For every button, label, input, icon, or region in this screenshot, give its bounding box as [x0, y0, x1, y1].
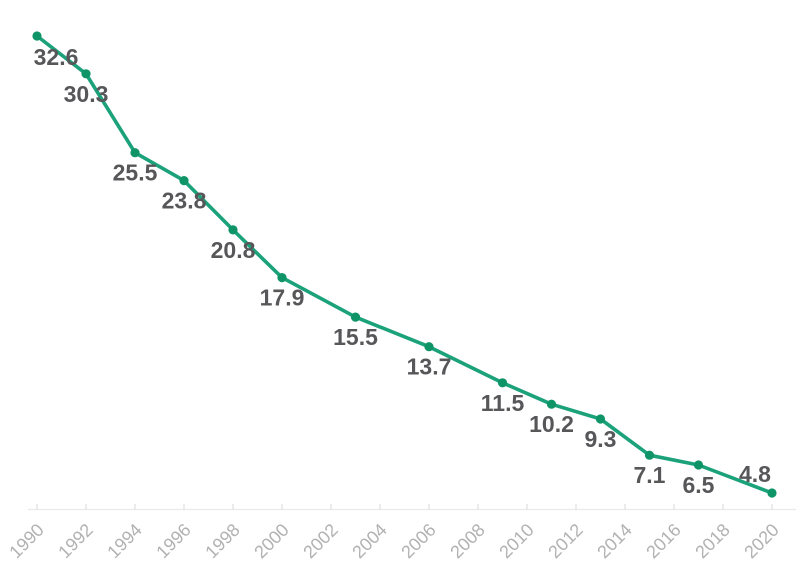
x-axis-tick-label: 2010 [495, 520, 537, 562]
x-axis-tick-label: 2002 [299, 520, 341, 562]
x-axis-tick-label: 2004 [348, 520, 390, 562]
x-axis-tick-label: 1998 [201, 520, 243, 562]
data-point-marker [424, 342, 434, 352]
x-axis-tick-label: 2016 [642, 520, 684, 562]
x-axis-tick-label: 2012 [544, 520, 586, 562]
data-point-label: 9.3 [585, 426, 617, 452]
data-point-label: 23.8 [162, 188, 207, 214]
data-point-marker [130, 148, 140, 158]
data-point-marker [228, 225, 238, 235]
data-point-label: 11.5 [481, 390, 525, 416]
x-axis-tick-label: 1996 [152, 520, 194, 562]
data-point-marker [81, 69, 91, 79]
x-axis-tick-label: 1994 [103, 520, 145, 562]
data-point-label: 10.2 [529, 411, 574, 437]
data-point-label: 25.5 [113, 160, 158, 186]
x-axis-tick-label: 1990 [5, 520, 47, 562]
data-point-label: 30.3 [64, 81, 109, 107]
x-axis-tick-label: 2006 [397, 520, 439, 562]
data-point-marker [179, 176, 189, 186]
data-point-marker [32, 31, 42, 41]
data-point-label: 4.8 [739, 461, 771, 487]
x-axis-tick-label: 2000 [250, 520, 292, 562]
data-point-label: 6.5 [683, 472, 715, 498]
data-point-label: 32.6 [34, 44, 79, 70]
data-point-marker [546, 399, 557, 409]
data-point-label: 7.1 [634, 462, 666, 488]
data-point-marker [497, 378, 508, 388]
x-axis-tick-label: 1992 [54, 520, 96, 562]
data-point-marker [277, 273, 287, 283]
data-point-marker [595, 414, 606, 424]
data-point-marker [693, 460, 704, 470]
data-point-marker [644, 450, 655, 460]
x-axis-tick-label: 2014 [593, 520, 635, 562]
data-point-marker [767, 488, 777, 498]
trend-line [35, 34, 774, 495]
data-point-label: 15.5 [333, 324, 378, 350]
data-point-label: 17.9 [260, 285, 305, 311]
x-axis-tick-label: 2020 [740, 520, 782, 562]
data-point-label: 20.8 [211, 237, 256, 263]
data-point-marker [350, 312, 361, 322]
data-point-label: 13.7 [407, 354, 452, 380]
x-axis-tick-label: 2018 [691, 520, 733, 562]
x-axis-tick-label: 2008 [446, 520, 488, 562]
